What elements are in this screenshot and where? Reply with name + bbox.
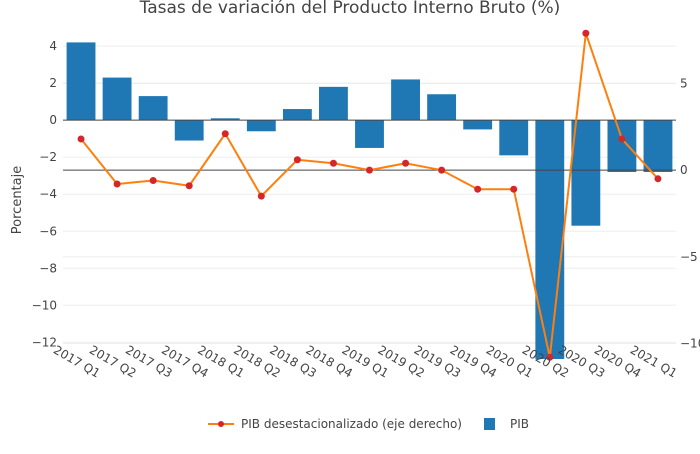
bar-2017-q1[interactable] xyxy=(66,42,96,121)
y-tick-label: −4 xyxy=(39,187,57,201)
bar-2020-q4[interactable] xyxy=(607,120,637,173)
y2-tick-label: −5 xyxy=(680,250,698,264)
y-tick-label: −10 xyxy=(32,298,57,312)
line-point-2020-q4[interactable] xyxy=(618,135,626,143)
line-point-2018-q2[interactable] xyxy=(257,192,265,200)
bar-2018-q3[interactable] xyxy=(282,109,312,121)
bar-2021-q1[interactable] xyxy=(643,120,673,173)
bar-2019-q1[interactable] xyxy=(355,120,384,148)
legend-item-bar[interactable]: PIB xyxy=(484,417,529,431)
line-point-2018-q1[interactable] xyxy=(221,130,229,138)
bar-2018-q1[interactable] xyxy=(210,118,240,121)
legend-bar-swatch xyxy=(484,418,495,430)
line-point-2019-q2[interactable] xyxy=(402,159,410,167)
bar-2018-q2[interactable] xyxy=(246,120,276,132)
line-point-2017-q4[interactable] xyxy=(185,182,193,190)
right-axis-ticks: 5 0 −5 −10 xyxy=(680,77,700,351)
line-point-2017-q1[interactable] xyxy=(77,135,85,143)
y2-tick-label: −10 xyxy=(680,336,700,350)
legend-item-line[interactable]: PIB desestacionalizado (eje derecho) xyxy=(208,417,462,431)
line-point-2019-q4[interactable] xyxy=(474,185,482,193)
y-tick-label: 4 xyxy=(49,39,57,53)
bar-2017-q4[interactable] xyxy=(174,120,204,141)
bar-2019-q2[interactable] xyxy=(391,79,420,121)
y-tick-label: −2 xyxy=(39,150,57,164)
line-point-2021-q1[interactable] xyxy=(654,175,662,183)
y-tick-label: −6 xyxy=(39,224,57,238)
bar-2020-q3[interactable] xyxy=(571,120,601,226)
legend-line-marker xyxy=(218,421,224,427)
line-point-2019-q3[interactable] xyxy=(438,166,446,174)
bar-2019-q3[interactable] xyxy=(427,94,457,121)
line-point-2017-q2[interactable] xyxy=(113,180,121,188)
line-point-2020-q1[interactable] xyxy=(510,185,518,193)
line-series xyxy=(77,29,662,361)
chart-title: Tasas de variación del Producto Interno … xyxy=(139,0,561,18)
y-tick-label: −8 xyxy=(39,261,57,275)
y-tick-label: 2 xyxy=(49,76,57,90)
line-point-2018-q4[interactable] xyxy=(329,159,337,167)
bar-2017-q3[interactable] xyxy=(138,96,168,121)
line-point-2018-q3[interactable] xyxy=(293,156,301,164)
y-tick-label: 0 xyxy=(49,113,57,127)
bar-2017-q2[interactable] xyxy=(102,77,132,121)
bar-2019-q4[interactable] xyxy=(463,120,493,130)
bar-2018-q4[interactable] xyxy=(319,86,348,121)
y-axis-title: Porcentaje xyxy=(10,166,25,234)
y-tick-label: −12 xyxy=(32,335,57,349)
legend[interactable]: PIB desestacionalizado (eje derecho) PIB xyxy=(208,417,529,431)
y2-tick-label: 5 xyxy=(680,77,688,91)
y2-tick-label: 0 xyxy=(680,163,688,177)
bar-2020-q1[interactable] xyxy=(499,120,529,156)
line-point-2019-q1[interactable] xyxy=(366,166,373,174)
grid-lines xyxy=(63,45,676,344)
line-point-2017-q3[interactable] xyxy=(149,177,157,185)
bar-series xyxy=(66,42,673,359)
bar-2020-q2[interactable] xyxy=(535,120,565,359)
line-point-2020-q3[interactable] xyxy=(582,29,590,37)
line-point-2020-q2[interactable] xyxy=(546,353,554,361)
left-axis-ticks: 4 2 0 −2 −4 −6 −8 −10 −12 xyxy=(32,39,57,349)
legend-line-label: PIB desestacionalizado (eje derecho) xyxy=(241,417,462,431)
legend-bar-label: PIB xyxy=(510,417,529,431)
